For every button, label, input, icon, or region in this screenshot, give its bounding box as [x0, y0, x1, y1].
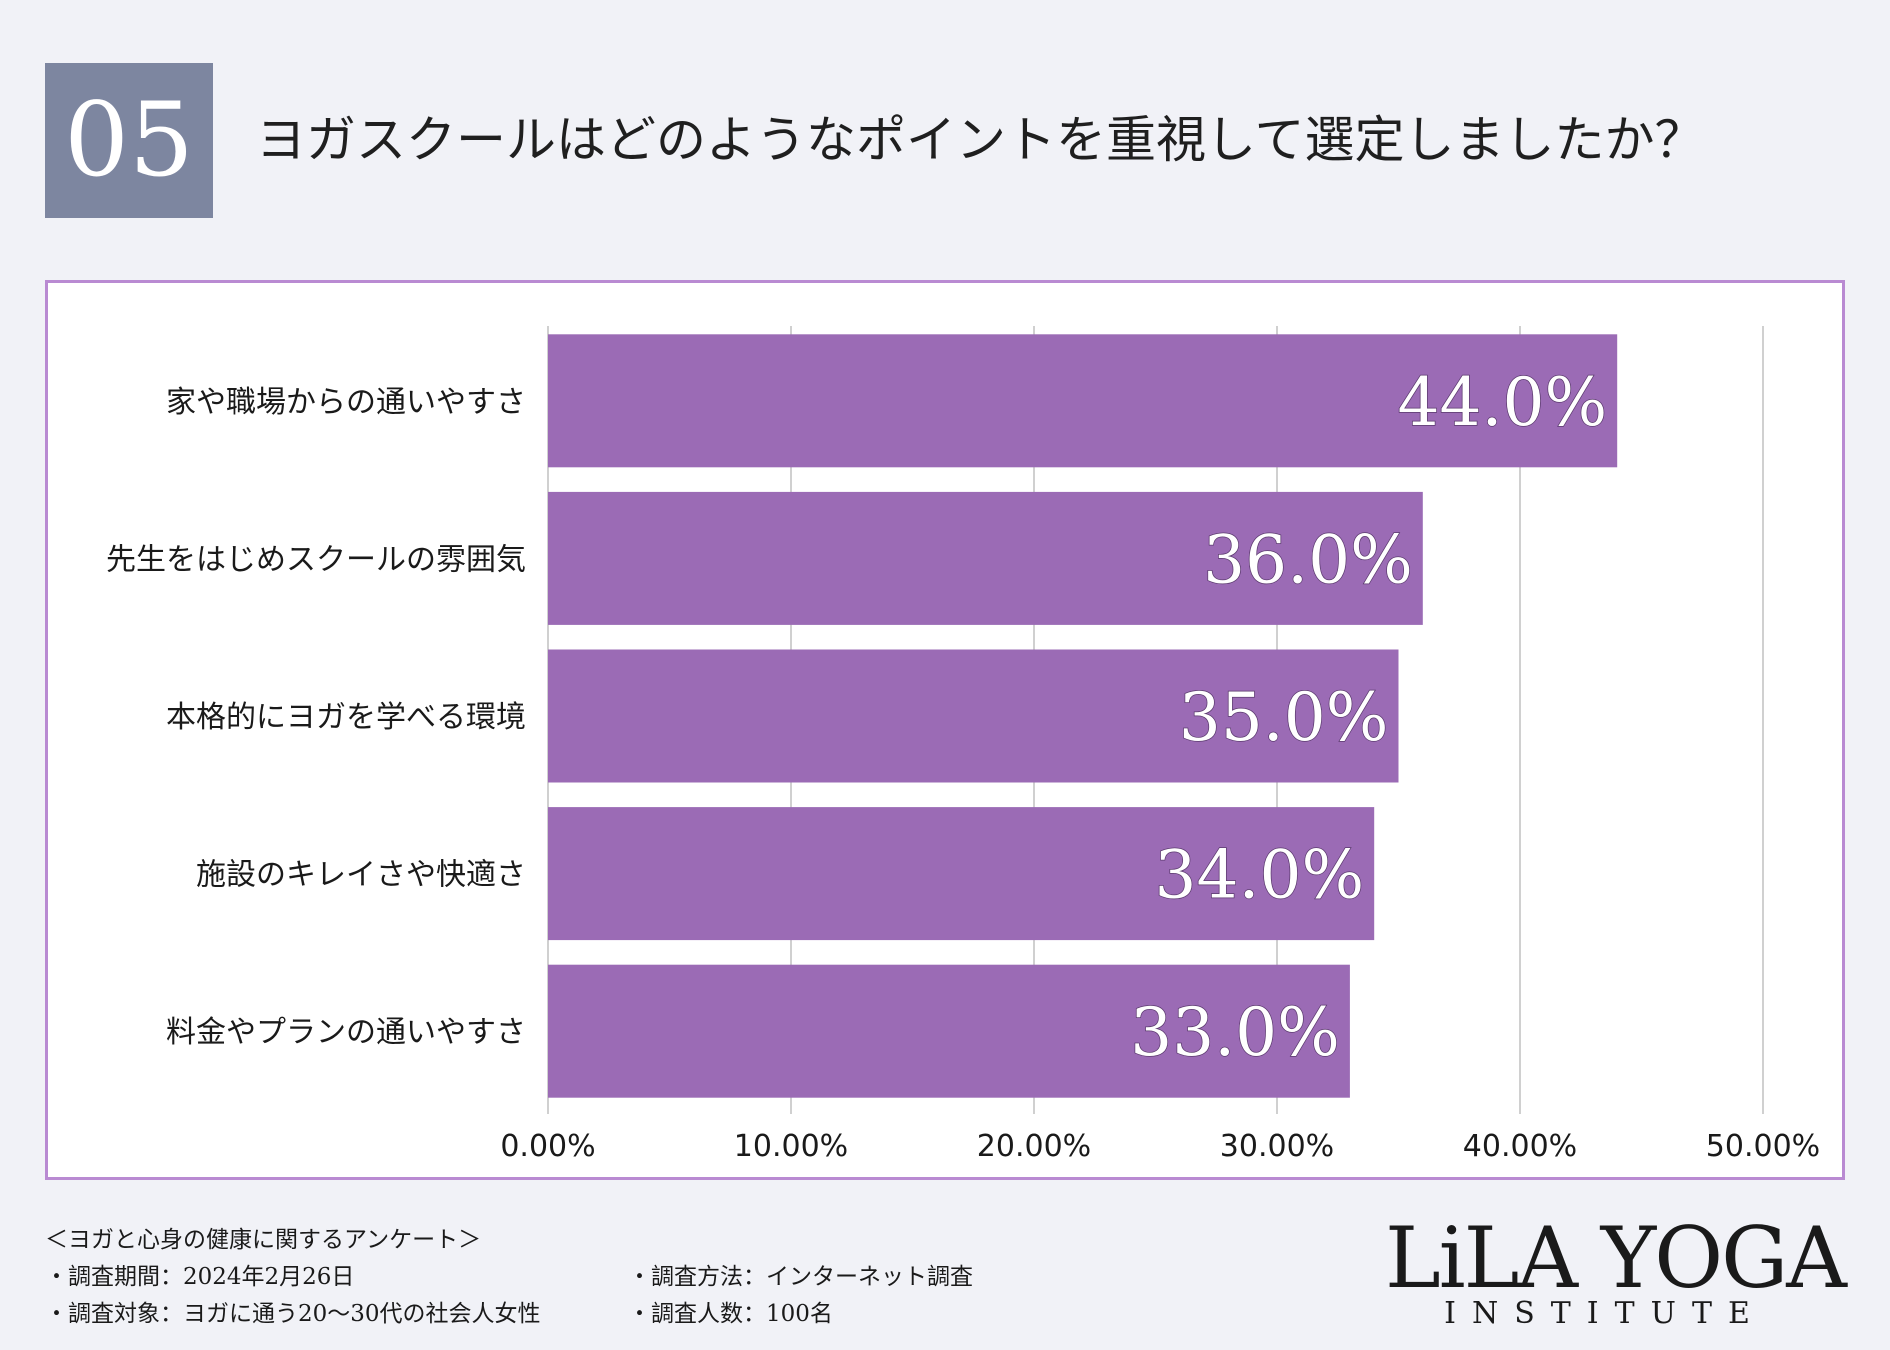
category-label: 家や職場からの通いやすさ	[166, 385, 526, 420]
data-label: 35.0%	[1179, 679, 1389, 756]
survey-title: ＜ヨガと心身の健康に関するアンケート＞	[45, 1227, 482, 1253]
data-label: 36.0%	[1203, 521, 1413, 598]
category-label: 先生をはじめスクールの雰囲気	[106, 542, 526, 577]
chart-panel: 家や職場からの通いやすさ 44.0% 先生をはじめスクールの雰囲気 36.0% 本格的に…	[45, 280, 1845, 1180]
bar	[548, 491, 1423, 625]
category-label: 施設のキレイさや快適さ	[196, 858, 526, 893]
survey-target: ・調査対象：ヨガに通う20〜30代の社会人女性	[45, 1301, 541, 1327]
question-title: ヨガスクールはどのようなポイントを重視して選定しましたか？	[256, 111, 1705, 169]
survey-count: ・調査人数：100名	[628, 1301, 833, 1327]
bar	[548, 964, 1350, 1098]
x-tick-label: 30.00%	[1220, 1129, 1334, 1164]
survey-method: ・調査方法：インターネット調査	[628, 1264, 973, 1290]
bar	[548, 334, 1618, 468]
x-tick-label: 50.00%	[1706, 1129, 1820, 1164]
data-label: 34.0%	[1155, 837, 1365, 914]
x-tick-label: 10.00%	[734, 1129, 848, 1164]
data-label: 33.0%	[1130, 994, 1340, 1071]
x-tick-label: 0.00%	[500, 1129, 595, 1164]
logo-subtitle: INSTITUTE	[1444, 1296, 1766, 1331]
logo-wordmark: LiLA YOGA	[1385, 1209, 1847, 1307]
bar	[548, 807, 1375, 941]
question-number-badge: 05	[45, 63, 213, 218]
category-label: 料金やプランの通いやすさ	[166, 1015, 526, 1050]
survey-period: ・調査期間：2024年2月26日	[45, 1264, 355, 1290]
bar	[548, 649, 1399, 783]
x-tick-label: 40.00%	[1463, 1129, 1577, 1164]
x-tick-label: 20.00%	[977, 1129, 1091, 1164]
data-label: 44.0%	[1398, 364, 1608, 441]
bar-chart: 家や職場からの通いやすさ 44.0% 先生をはじめスクールの雰囲気 36.0% 本格的に…	[106, 326, 1820, 1164]
category-label: 本格的にヨガを学べる環境	[166, 700, 526, 735]
